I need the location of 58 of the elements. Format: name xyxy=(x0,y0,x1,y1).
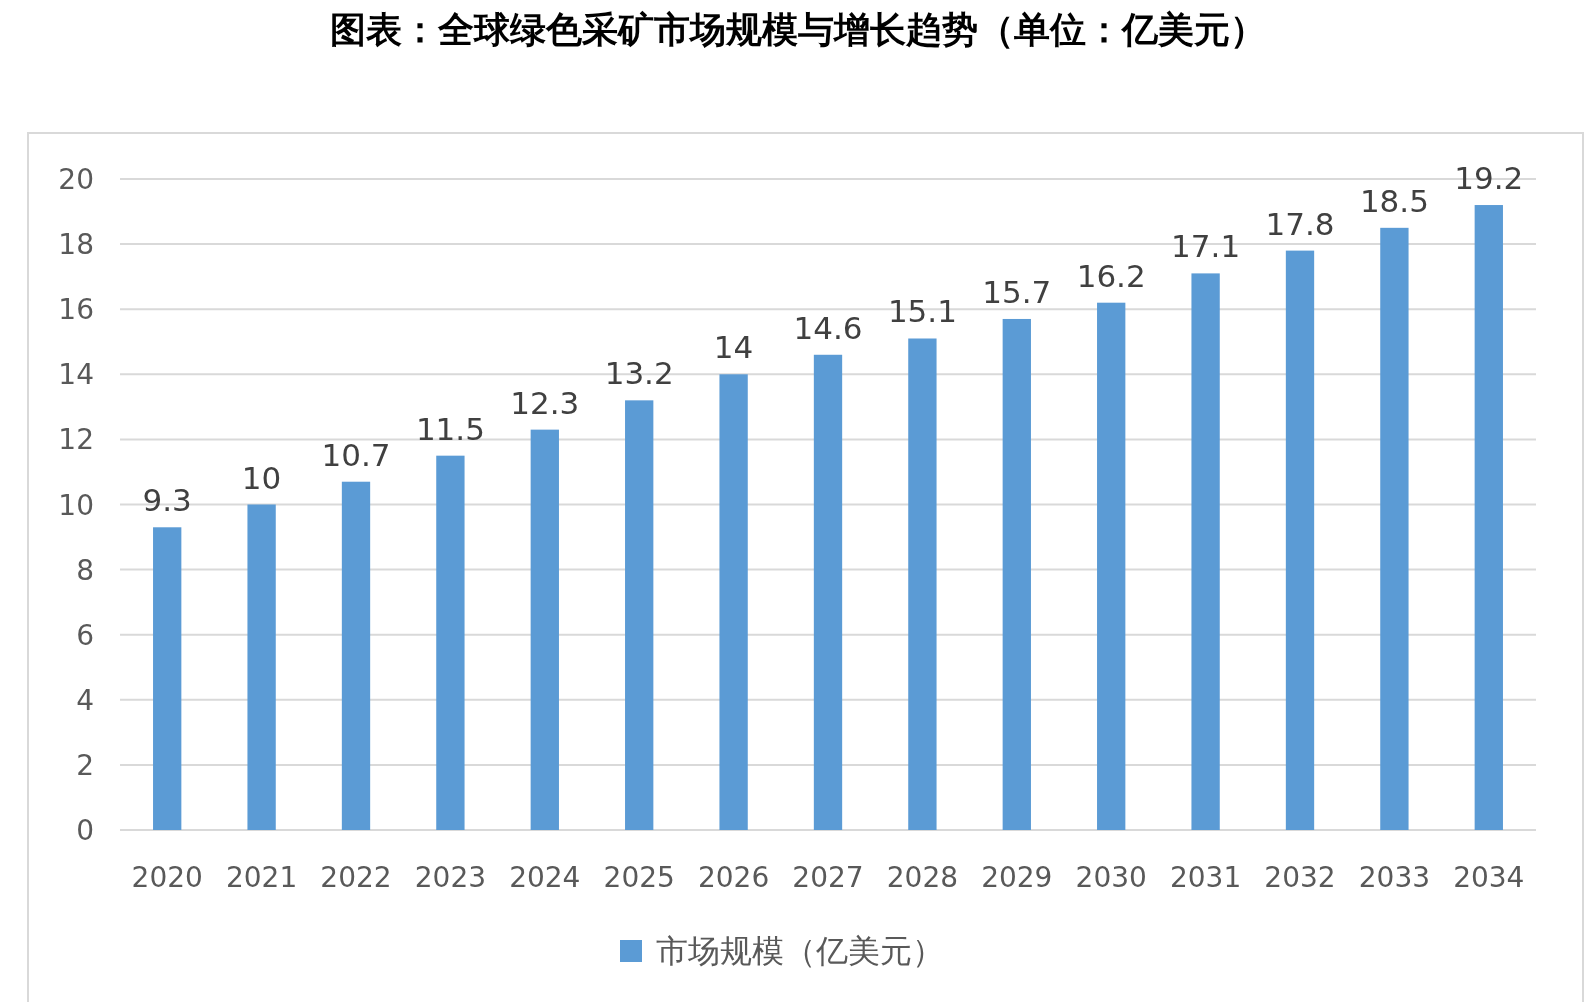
data-label: 14 xyxy=(713,329,754,366)
bar xyxy=(436,455,465,830)
bar xyxy=(1380,227,1409,830)
y-tick-label: 10 xyxy=(58,488,94,522)
x-tick-label: 2022 xyxy=(320,861,392,894)
x-tick-label: 2031 xyxy=(1169,861,1242,894)
y-tick-label: 4 xyxy=(76,683,94,717)
x-tick-label: 2021 xyxy=(225,861,298,894)
y-tick-label: 2 xyxy=(76,748,94,782)
x-tick-label: 2027 xyxy=(792,861,864,894)
bar xyxy=(153,527,182,830)
bar xyxy=(908,338,937,830)
data-label: 10.7 xyxy=(321,436,391,473)
y-tick-label: 18 xyxy=(58,228,94,262)
x-tick-label: 2032 xyxy=(1264,861,1336,894)
y-tick-label: 6 xyxy=(76,618,94,652)
bar xyxy=(813,354,843,830)
data-label: 12.3 xyxy=(510,384,580,421)
bar xyxy=(247,504,276,830)
data-label: 19.2 xyxy=(1454,160,1524,197)
data-label: 15.1 xyxy=(887,293,957,330)
x-tick-label: 2028 xyxy=(886,861,959,894)
y-tick-label: 0 xyxy=(76,814,94,847)
y-tick-label: 8 xyxy=(76,553,94,587)
legend-label: 市场规模（亿美元） xyxy=(656,932,944,970)
y-tick-label: 20 xyxy=(58,163,94,196)
data-label: 14.6 xyxy=(793,309,863,346)
bar xyxy=(1191,273,1220,830)
bar xyxy=(1474,205,1503,830)
x-tick-label: 2023 xyxy=(414,861,487,894)
data-label: 15.7 xyxy=(982,273,1052,310)
y-tick-label: 14 xyxy=(58,358,94,392)
chart-title: 图表：全球绿色采矿市场规模与增长趋势（单位：亿美元） xyxy=(329,9,1266,50)
bar xyxy=(625,400,654,830)
bar xyxy=(1285,250,1315,830)
x-tick-label: 2024 xyxy=(509,861,581,894)
x-tick-label: 2030 xyxy=(1075,861,1147,894)
data-label: 17.1 xyxy=(1171,228,1241,265)
x-tick-label: 2020 xyxy=(131,861,203,894)
bar xyxy=(1097,302,1126,830)
bar xyxy=(1002,318,1031,830)
x-tick-label: 2029 xyxy=(981,861,1053,894)
x-tick-label: 2026 xyxy=(697,861,770,894)
x-tick-label: 2025 xyxy=(603,861,675,894)
x-tick-label: 2033 xyxy=(1358,861,1431,894)
data-label: 17.8 xyxy=(1265,205,1335,242)
x-tick-label: 2034 xyxy=(1453,861,1525,894)
y-tick-label: 16 xyxy=(58,293,94,327)
bar xyxy=(341,481,371,830)
bar xyxy=(719,374,748,830)
data-label: 13.2 xyxy=(604,355,674,392)
data-label: 10 xyxy=(241,459,282,496)
bar xyxy=(530,429,559,830)
y-tick-label: 12 xyxy=(58,423,94,457)
data-label: 18.5 xyxy=(1359,182,1429,219)
data-label: 11.5 xyxy=(415,410,485,447)
data-label: 16.2 xyxy=(1076,257,1146,294)
data-label: 9.3 xyxy=(142,482,192,519)
